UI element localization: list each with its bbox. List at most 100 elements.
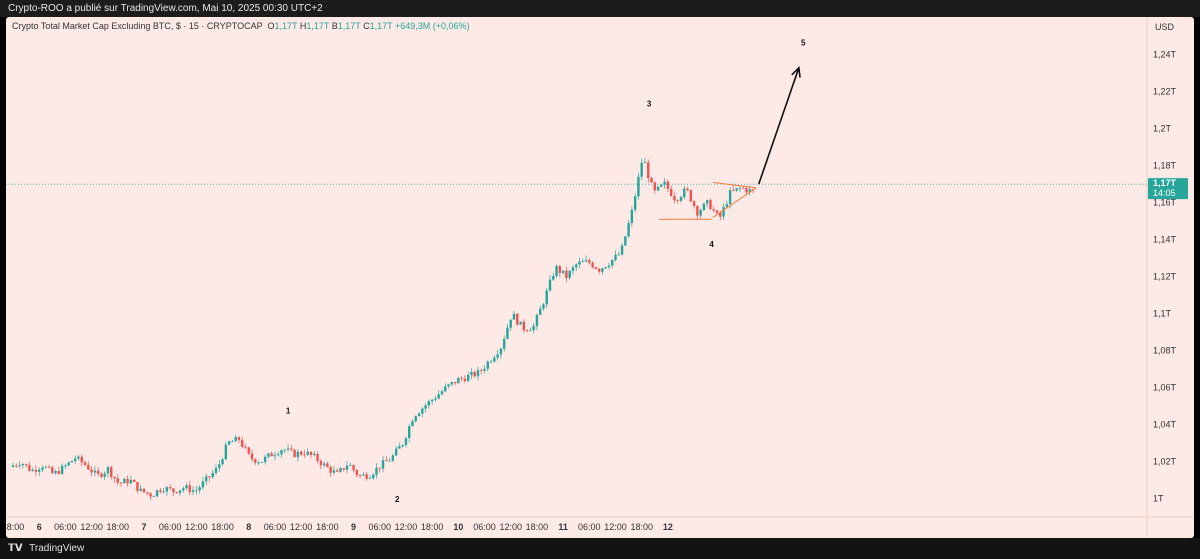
- candle-body: [594, 267, 598, 269]
- candle-body: [552, 276, 555, 280]
- candle-body: [329, 467, 332, 473]
- candle-body: [411, 421, 414, 427]
- candle-body: [463, 378, 467, 382]
- triangle-upper-line: [712, 181, 757, 189]
- symbol-title: Crypto Total Market Cap Excluding BTC, $…: [12, 21, 263, 31]
- x-tick-label: 18:00: [630, 522, 653, 532]
- candle-body: [113, 477, 116, 479]
- candle-body: [637, 176, 640, 197]
- x-tick-label: 06:00: [578, 522, 601, 532]
- candle-body: [155, 490, 159, 497]
- candle-body: [182, 488, 185, 491]
- candle-body: [650, 177, 653, 183]
- candle-body: [37, 469, 41, 472]
- candle-body: [365, 474, 368, 479]
- candle-body: [388, 460, 391, 462]
- candle-body: [214, 468, 218, 473]
- candle-body: [473, 371, 476, 377]
- candle-body: [725, 204, 729, 207]
- candle-body: [489, 361, 493, 363]
- candle-body: [581, 261, 584, 263]
- candle-body: [722, 206, 725, 217]
- triangle-lower-line: [712, 187, 757, 218]
- candle-body: [699, 210, 702, 216]
- candle-body: [434, 398, 437, 400]
- candle-body: [683, 188, 686, 198]
- candle-body: [41, 467, 44, 470]
- candle-body: [604, 267, 607, 269]
- candle-body: [575, 264, 578, 268]
- candle-body: [123, 478, 126, 484]
- candle-body: [440, 391, 444, 395]
- candle-body: [745, 188, 748, 193]
- price-chart[interactable]: 1T 1,02T 1,04T 1,06T 1,08T 1,1T 1,12T 1,14T 1,16…: [6, 17, 1194, 538]
- candle-body: [60, 465, 64, 474]
- x-tick-label: 6: [37, 522, 42, 532]
- candle-body: [303, 454, 306, 456]
- ohlc-values: O1,17T H1,17T B1,17T C1,17T +649,3M (+0,…: [265, 21, 470, 31]
- candle-body: [519, 321, 522, 325]
- candle-body: [352, 465, 355, 471]
- candle-body: [719, 212, 722, 217]
- candle-body: [195, 490, 198, 492]
- candle-body: [362, 474, 365, 476]
- candle-body: [110, 467, 113, 478]
- candle-body: [555, 266, 558, 277]
- candle-body: [522, 321, 526, 331]
- candle-body: [64, 465, 67, 467]
- candle-body: [538, 308, 542, 315]
- candle-body: [735, 188, 738, 191]
- change-value: +649,3M (+0,06%): [395, 21, 470, 31]
- candle-body: [686, 188, 689, 190]
- candle-body: [162, 491, 165, 493]
- close-label: C: [363, 21, 370, 31]
- open-label: O: [267, 21, 275, 31]
- candle-body: [142, 488, 146, 493]
- candle-body: [450, 381, 453, 385]
- x-tick-label: 12:00: [80, 522, 103, 532]
- candle-body: [44, 466, 47, 468]
- y-tick-label: 1T: [1153, 494, 1164, 504]
- candle-body: [640, 162, 643, 177]
- candle-body: [545, 290, 548, 305]
- candle-body: [394, 448, 398, 456]
- candle-body: [237, 437, 241, 441]
- candle-body: [136, 482, 139, 491]
- current-price-badge: [1148, 178, 1188, 200]
- candle-body: [424, 405, 427, 409]
- candle-body: [15, 465, 18, 467]
- current-price-label: 1,17T: [1153, 178, 1177, 188]
- candle-body: [611, 259, 614, 266]
- candle-body: [460, 378, 463, 379]
- candle-body: [172, 488, 175, 493]
- x-tick-label: 06:00: [54, 522, 77, 532]
- candle-body: [57, 470, 61, 474]
- chart-panel[interactable]: 1T 1,02T 1,04T 1,06T 1,08T 1,1T 1,12T 1,14T 1,16…: [6, 17, 1194, 538]
- candle-body: [67, 462, 70, 466]
- candle-body: [430, 399, 434, 402]
- candle-body: [178, 490, 182, 494]
- candle-body: [692, 201, 696, 207]
- x-tick-label: 06:00: [159, 522, 182, 532]
- candle-body: [742, 187, 745, 189]
- candles-group: [11, 157, 755, 501]
- y-tick-label: 1,12T: [1153, 272, 1177, 282]
- y-tick-label: 1,2T: [1153, 124, 1172, 134]
- candle-body: [132, 479, 136, 483]
- candle-body: [653, 182, 657, 191]
- candle-body: [591, 262, 594, 268]
- candle-body: [476, 370, 480, 377]
- candle-body: [152, 496, 156, 497]
- candle-body: [129, 479, 133, 484]
- candle-body: [535, 314, 539, 327]
- candle-body: [296, 451, 300, 458]
- candle-body: [437, 394, 440, 399]
- candle-body: [732, 190, 735, 192]
- candle-body: [375, 467, 378, 475]
- candle-body: [313, 453, 316, 455]
- candle-body: [663, 181, 666, 185]
- open-value: 1,17T: [274, 21, 298, 31]
- candle-body: [70, 460, 74, 463]
- x-tick-label: 11: [558, 522, 568, 532]
- candle-body: [191, 490, 195, 493]
